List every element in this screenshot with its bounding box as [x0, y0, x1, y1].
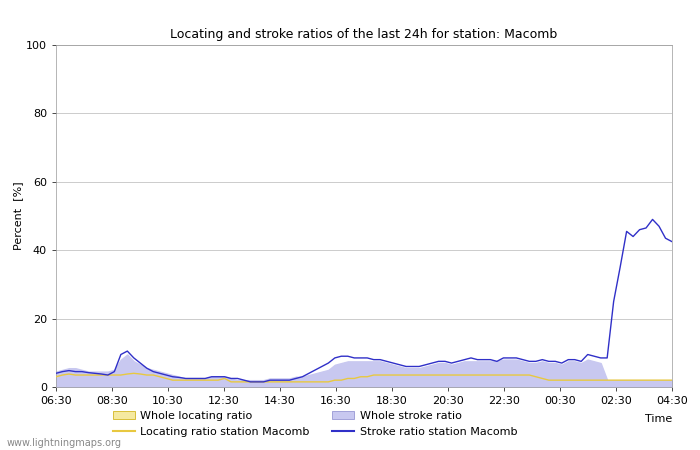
Y-axis label: Percent  [%]: Percent [%]	[13, 182, 23, 250]
Text: www.lightningmaps.org: www.lightningmaps.org	[7, 438, 122, 448]
Text: Time: Time	[645, 414, 672, 424]
Legend: Whole locating ratio, Locating ratio station Macomb, Whole stroke ratio, Stroke : Whole locating ratio, Locating ratio sta…	[109, 408, 521, 440]
Title: Locating and stroke ratios of the last 24h for station: Macomb: Locating and stroke ratios of the last 2…	[170, 28, 558, 41]
